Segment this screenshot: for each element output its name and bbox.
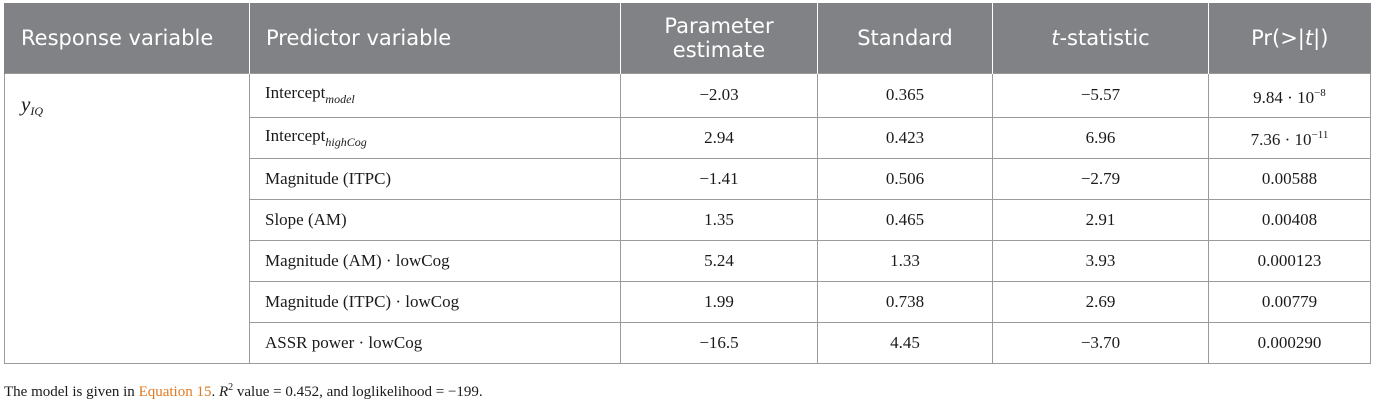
header-standard: Standard [817,3,993,73]
t-statistic-cell: −2.79 [992,157,1209,200]
t-statistic-cell: 3.93 [992,239,1209,282]
footnote-r-superscript: 2 [228,382,234,393]
p-value-cell: 7.36 · 10−11 [1208,116,1371,159]
predictor-cell: Magnitude (AM) · lowCog [249,239,621,282]
p-value-cell: 9.84 · 10−8 [1208,72,1371,118]
footnote-after-link: . [211,384,219,400]
p-value-exponent: −11 [1311,129,1329,141]
standard-cell: 0.738 [817,280,993,323]
predictor-subscript: highCog [325,134,367,149]
header-pr-open: Pr(>| [1251,25,1305,50]
p-value-base: 7.36 · 10 [1250,130,1312,149]
predictor-subscript: model [325,92,355,106]
header-t-rest: -statistic [1059,25,1150,50]
estimate-cell: −1.41 [620,157,818,200]
p-value-cell: 0.00408 [1208,198,1371,241]
standard-cell: 0.423 [817,116,993,159]
header-pr-t: t [1304,25,1314,50]
equation-link[interactable]: Equation 15 [138,384,212,400]
t-statistic-cell: 6.96 [992,116,1209,159]
t-statistic-cell: 2.69 [992,280,1209,323]
predictor-cell: Magnitude (ITPC) · lowCog [249,280,621,323]
standard-cell: 4.45 [817,321,993,364]
header-parameter-estimate: Parameter estimate [620,3,818,73]
table-row: IntercepthighCog 2.94 0.423 6.96 7.36 · … [5,116,1371,159]
header-t-symbol: t [1051,25,1060,50]
footnote-r-symbol: R [218,384,229,400]
table-header: Response variable Predictor variable Par… [4,3,1371,73]
standard-cell: 0.506 [817,157,993,200]
p-value-exponent: −8 [1314,86,1326,99]
predictor-cell: Interceptmodel [249,72,621,118]
estimate-cell: −2.03 [620,72,818,118]
footnote-suffix: value = 0.452, and loglikelihood = −199. [233,384,483,400]
predictor-cell: ASSR power · lowCog [249,321,621,364]
header-predictor-variable: Predictor variable [249,3,621,73]
predictor-cell: Slope (AM) [249,198,621,241]
estimate-cell: 1.99 [620,280,818,323]
header-pr-close: |) [1313,25,1329,50]
header-response-variable: Response variable [4,3,250,73]
response-variable-cell: yIQ [4,72,250,364]
predictor-label: Intercept [265,125,326,145]
estimate-cell: −16.5 [620,321,818,364]
response-symbol: y [21,91,31,116]
estimate-cell: 2.94 [620,116,818,159]
standard-cell: 1.33 [817,239,993,282]
predictor-cell: IntercepthighCog [249,116,621,159]
table-body: yIQ Interceptmodel −2.03 0.365 −5.57 9.8… [4,72,1371,364]
table-footnote: The model is given in Equation 15. R2 va… [4,382,483,401]
header-estimate-line2: estimate [672,37,766,62]
p-value-cell: 0.00588 [1208,157,1371,200]
table-row: Magnitude (AM) · lowCog 5.24 1.33 3.93 0… [5,239,1371,282]
estimate-cell: 5.24 [620,239,818,282]
t-statistic-cell: −5.57 [992,72,1209,118]
p-value-cell: 0.000123 [1208,239,1371,282]
table-row: Magnitude (ITPC) −1.41 0.506 −2.79 0.005… [5,157,1371,200]
table-row: Slope (AM) 1.35 0.465 2.91 0.00408 [5,198,1371,241]
p-value-cell: 0.000290 [1208,321,1371,364]
response-subscript: IQ [30,103,43,118]
p-value-cell: 0.00779 [1208,280,1371,323]
estimate-cell: 1.35 [620,198,818,241]
standard-cell: 0.365 [817,72,993,118]
standard-cell: 0.465 [817,198,993,241]
header-t-statistic: t-statistic [992,3,1209,73]
header-p-value: Pr(>|t|) [1208,3,1371,73]
p-value-base: 9.84 · 10 [1253,87,1315,107]
table-row: ASSR power · lowCog −16.5 4.45 −3.70 0.0… [5,321,1371,364]
predictor-cell: Magnitude (ITPC) [249,157,621,200]
t-statistic-cell: −3.70 [992,321,1209,364]
table-row: yIQ Interceptmodel −2.03 0.365 −5.57 9.8… [4,72,1371,364]
header-estimate-line1: Parameter [664,13,774,38]
footnote-prefix: The model is given in [4,384,139,400]
regression-table: Response variable Predictor variable Par… [4,3,1371,364]
t-statistic-cell: 2.91 [992,198,1209,241]
predictor-label: Intercept [265,83,326,102]
